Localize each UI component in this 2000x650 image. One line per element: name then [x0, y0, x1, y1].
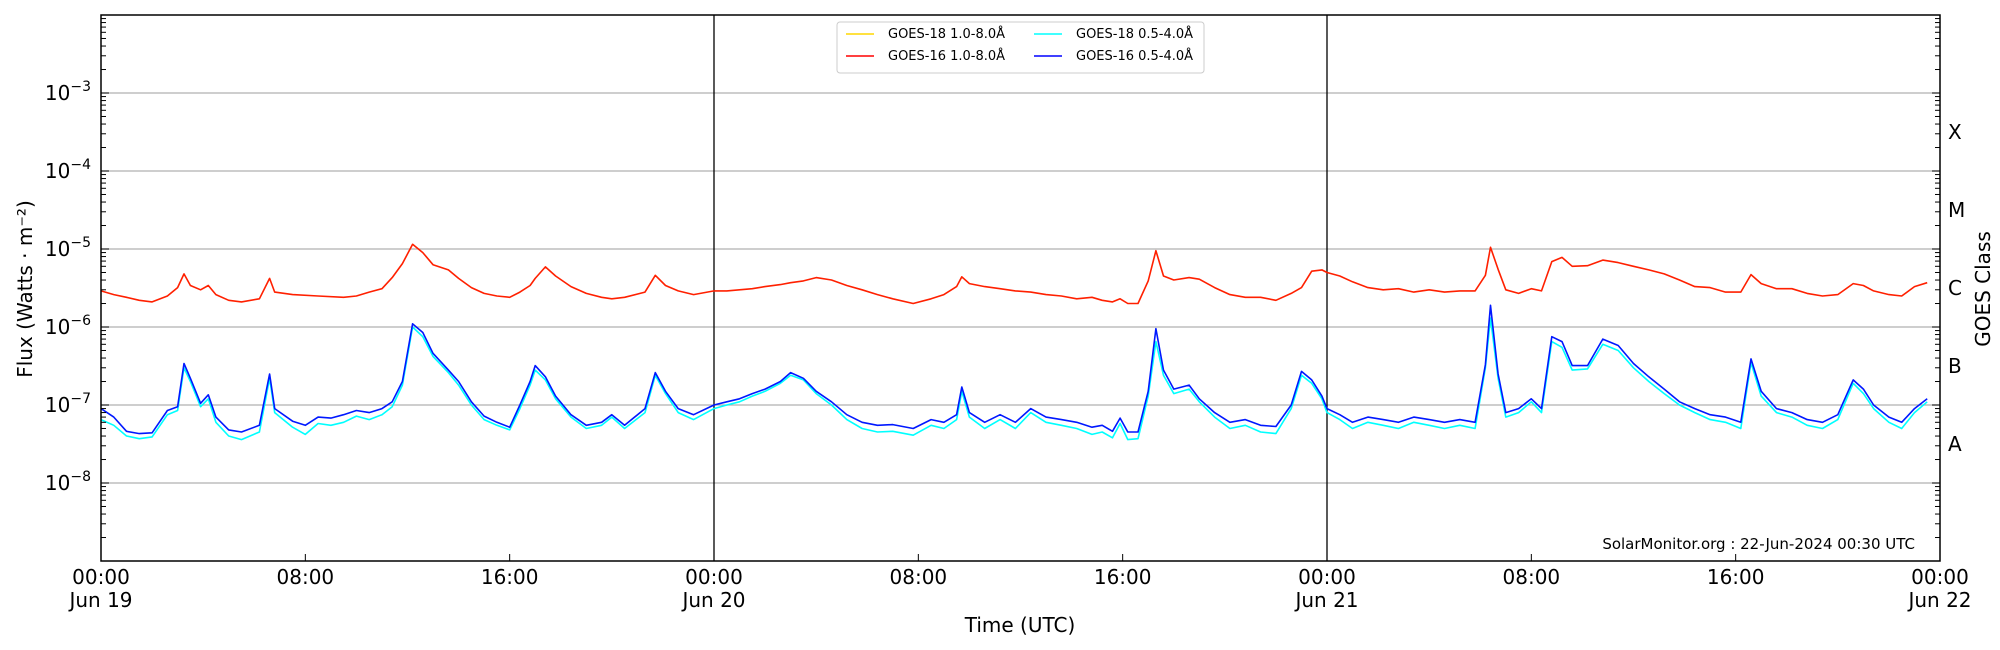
x-tick-date-label: Jun 22 [1906, 588, 1971, 612]
x-tick-time-label: 08:00 [890, 565, 948, 589]
series-goes-16-0-5-4-0- [100, 304, 1928, 435]
x-tick-time-label: 16:00 [1094, 565, 1152, 589]
x-tick-time-label: 00:00 [685, 565, 743, 589]
y-axis-title: Flux (Watts · m⁻²) [13, 200, 37, 378]
goes-class-labels: X M C B A [1948, 120, 1965, 456]
data-series [100, 243, 1928, 441]
legend-label: GOES-16 1.0-8.0Å [888, 48, 1005, 64]
legend-label: GOES-18 1.0-8.0Å [888, 26, 1005, 42]
y-tick-label: 10−6 [45, 313, 91, 339]
y-tick-label: 10−4 [45, 157, 91, 183]
y-axis-tick-labels: 10−3 10−4 10−5 10−6 10−7 10−8 [45, 79, 91, 495]
day-divider-lines [713, 15, 1328, 561]
legend-box [836, 21, 1205, 74]
solarmonitor-credit: SolarMonitor.org : 22-Jun-2024 00:30 UTC [1602, 535, 1915, 553]
x-tick-date-label: Jun 20 [680, 588, 745, 612]
x-tick-time-label: 16:00 [1707, 565, 1765, 589]
goes-class-b: B [1948, 354, 1962, 378]
goes-class-x: X [1948, 120, 1962, 144]
y-tick-label: 10−7 [45, 391, 91, 417]
y-tick-label: 10−5 [45, 235, 91, 261]
x-tick-date-label: Jun 19 [67, 588, 132, 612]
x-tick-date-label: Jun 21 [1293, 588, 1358, 612]
x-axis-title: Time (UTC) [964, 613, 1076, 637]
plot-frame [100, 14, 1941, 562]
x-tick-time-label: 00:00 [1298, 565, 1356, 589]
x-tick-time-label: 08:00 [1503, 565, 1561, 589]
x-tick-time-label: 00:00 [72, 565, 130, 589]
legend-label: GOES-18 0.5-4.0Å [1076, 26, 1193, 42]
series-goes-16-1-0-8-0- [100, 243, 1928, 305]
x-tick-time-label: 16:00 [481, 565, 539, 589]
x-axis-ticks [100, 554, 1941, 561]
right-axis-title: GOES Class [1971, 231, 1995, 347]
series-goes-18-0-5-4-0- [100, 317, 1928, 441]
y-axis-minor-ticks [101, 18, 1940, 562]
y-tick-label: 10−3 [45, 79, 91, 105]
horizontal-gridlines [101, 92, 1940, 484]
goes-class-c: C [1948, 276, 1962, 300]
x-tick-time-label: 08:00 [277, 565, 335, 589]
legend-label: GOES-16 0.5-4.0Å [1076, 48, 1193, 64]
x-tick-time-label: 00:00 [1911, 565, 1969, 589]
legend: GOES-18 1.0-8.0Å GOES-18 0.5-4.0Å GOES-16 … [836, 21, 1205, 74]
goes-class-m: M [1948, 198, 1965, 222]
y-tick-label: 10−8 [45, 469, 91, 495]
goes-class-a: A [1948, 432, 1962, 456]
